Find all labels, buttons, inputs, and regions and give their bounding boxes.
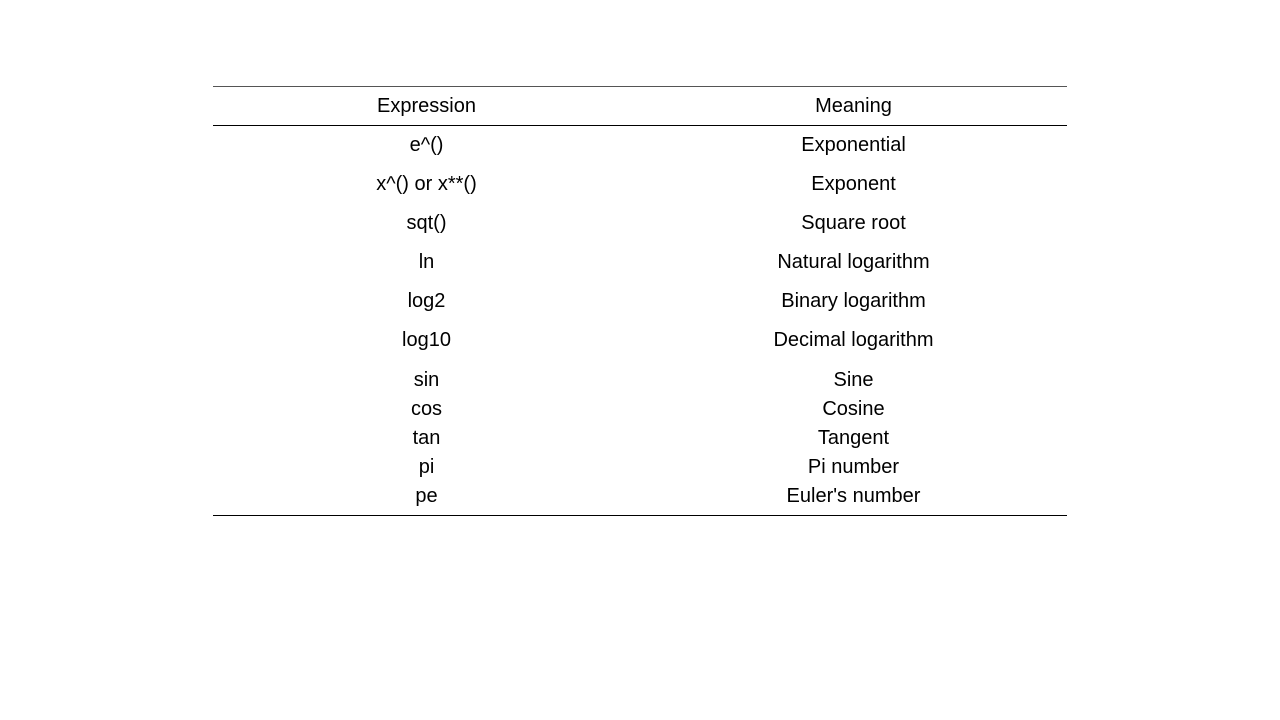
expression-cos: cos bbox=[410, 398, 443, 420]
cell-meaning: Square root bbox=[801, 212, 906, 234]
cell-expression: sqt() bbox=[406, 212, 447, 234]
table-row: x^() or x**() Exponent bbox=[213, 165, 1067, 204]
header-expression: Expression bbox=[377, 94, 476, 117]
expression-pe: pe bbox=[415, 485, 438, 507]
cell-expression: ln bbox=[418, 251, 435, 273]
expression-sin: sin bbox=[413, 369, 440, 391]
table-row: log10 Decimal logarithm bbox=[213, 321, 1067, 360]
table-header-row: Expression Meaning bbox=[213, 86, 1067, 126]
functions-table-grid: Expression Meaning e^() Exponential x^()… bbox=[213, 86, 1067, 516]
table-row: ln Natural logarithm bbox=[213, 243, 1067, 282]
expression-pi: pi bbox=[418, 456, 435, 478]
cell-expression-group: sin cos tan pi pe bbox=[213, 360, 640, 516]
cell-meaning: Natural logarithm bbox=[777, 251, 930, 273]
cell-expression: log10 bbox=[402, 329, 451, 351]
header-meaning: Meaning bbox=[815, 94, 892, 117]
cell-meaning: Exponential bbox=[801, 134, 906, 156]
table-row: log2 Binary logarithm bbox=[213, 282, 1067, 321]
table-row: e^() Exponential bbox=[213, 126, 1067, 166]
meaning-tangent: Tangent bbox=[817, 427, 890, 449]
meaning-sine: Sine bbox=[833, 369, 874, 391]
meaning-eulers-number: Euler's number bbox=[786, 485, 921, 507]
cell-meaning: Decimal logarithm bbox=[773, 329, 934, 351]
cell-meaning-group: Sine Cosine Tangent Pi number Euler's nu… bbox=[640, 360, 1067, 516]
functions-table: Expression Meaning e^() Exponential x^()… bbox=[213, 86, 1067, 516]
table-row-trig-constants: sin cos tan pi pe Sine Cosine Tangent Pi… bbox=[213, 360, 1067, 516]
cell-meaning: Exponent bbox=[811, 173, 896, 195]
meaning-cosine: Cosine bbox=[822, 398, 885, 420]
table-row: sqt() Square root bbox=[213, 204, 1067, 243]
cell-expression: log2 bbox=[407, 290, 446, 312]
meaning-pi-number: Pi number bbox=[807, 456, 900, 478]
cell-expression: e^() bbox=[409, 134, 444, 156]
cell-expression: x^() or x**() bbox=[376, 173, 477, 195]
expression-tan: tan bbox=[412, 427, 441, 449]
cell-meaning: Binary logarithm bbox=[781, 290, 926, 312]
